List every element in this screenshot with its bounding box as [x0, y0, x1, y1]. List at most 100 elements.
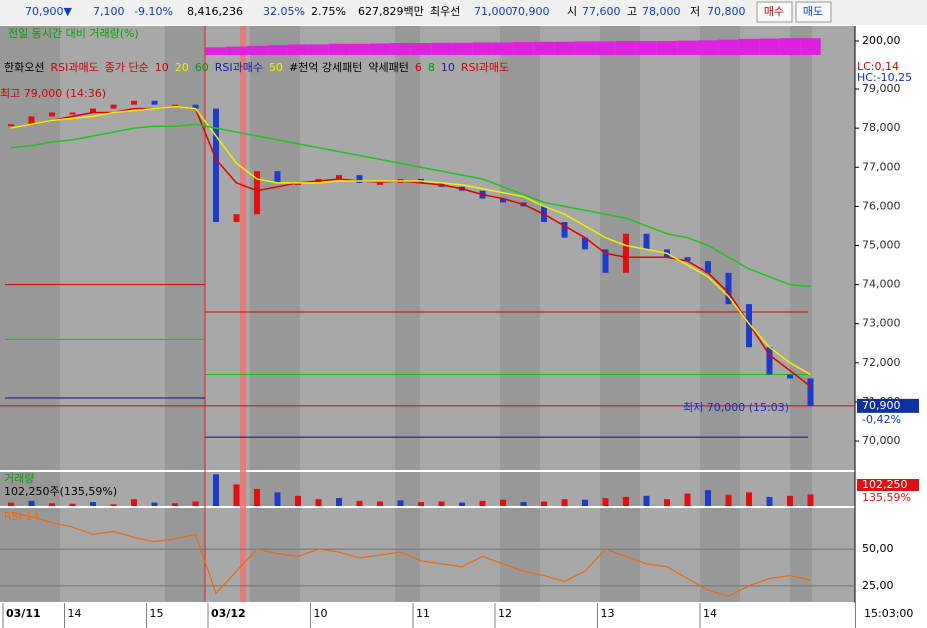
- volume-bar: [459, 502, 465, 506]
- candle: [254, 171, 260, 215]
- y-tick-label: 74,000: [862, 278, 901, 291]
- ratio-bar: [615, 40, 637, 55]
- session-band: [165, 508, 205, 602]
- candle: [8, 124, 14, 127]
- candle: [131, 100, 137, 105]
- candle: [295, 182, 301, 185]
- volume-bar: [787, 495, 793, 506]
- session-band: [250, 55, 300, 470]
- legend-item: 10: [441, 61, 455, 74]
- ratio-bar: [390, 43, 411, 55]
- y-tick-label: 50,00: [862, 542, 894, 555]
- ratio-bar: [574, 41, 596, 55]
- last-tag: [857, 479, 919, 491]
- volume-bar: [397, 500, 404, 506]
- volume-bar: [49, 503, 55, 506]
- panel-subtitle: 102,250주(135,59%): [4, 485, 117, 498]
- amount: 627,829백만: [358, 5, 424, 18]
- ratio: 2.75%: [311, 5, 346, 18]
- candle: [151, 100, 158, 105]
- price-tag-label: 70,900: [862, 399, 901, 412]
- ratio-bar: [472, 42, 493, 55]
- legend-item: 종가 단순: [105, 61, 149, 74]
- ratio-bar: [246, 45, 268, 55]
- time-label: 15:03:00: [864, 607, 913, 620]
- volume: 8,416,236: [187, 5, 243, 18]
- candle: [69, 112, 76, 115]
- y-tick-label: 78,000: [862, 121, 901, 134]
- legend-item: RSI과매수: [215, 61, 263, 74]
- session-band: [500, 508, 540, 602]
- change: 7,100: [93, 5, 125, 18]
- sell-button[interactable]: [795, 1, 832, 23]
- panel-title: RSI 14: [4, 510, 39, 523]
- legend-item: 50: [269, 61, 283, 74]
- volume-bar: [192, 501, 199, 506]
- ratio-bar: [492, 42, 514, 55]
- hc-label: HC:-10,25: [857, 71, 912, 84]
- last-label: 102,250: [862, 478, 908, 491]
- candle: [684, 257, 691, 262]
- ratio-bar: [595, 41, 616, 55]
- x-tick-label: 11: [416, 607, 430, 620]
- ratio-bar: [205, 47, 227, 55]
- volume-bar: [684, 493, 691, 506]
- candle: [274, 171, 281, 183]
- rsi-line: [10, 511, 811, 597]
- session-band: [790, 55, 812, 470]
- volume-bar: [705, 490, 711, 506]
- candle: [725, 272, 732, 305]
- candle: [746, 304, 752, 348]
- price-change: -0,42%: [862, 413, 901, 426]
- session-band: [165, 472, 205, 506]
- x-tick-label: 14: [703, 607, 717, 620]
- best-label: 최우선: [430, 5, 460, 18]
- candle: [192, 104, 199, 109]
- open-label: 시: [567, 5, 577, 18]
- ratio-bar: [533, 41, 555, 55]
- session-band: [790, 472, 812, 506]
- candle: [623, 233, 629, 273]
- ratio-bar: [328, 43, 350, 55]
- right-axis: [855, 26, 927, 603]
- session-band: [395, 55, 420, 470]
- buy-button[interactable]: [756, 1, 793, 23]
- candle: [643, 233, 650, 250]
- legend-item: RSI과매도: [461, 61, 509, 74]
- volume-bar: [254, 489, 260, 506]
- ratio-bar: [226, 46, 247, 55]
- y-tick-label: 70,000: [862, 434, 901, 447]
- buy-label[interactable]: 매수: [764, 5, 784, 18]
- volume-bar: [418, 502, 424, 506]
- volume-bar: [90, 502, 96, 506]
- sell-label[interactable]: 매도: [803, 5, 823, 18]
- session-band: [0, 472, 60, 506]
- ratio-bar: [738, 38, 760, 55]
- x-tick-label: 13: [601, 607, 615, 620]
- candle: [807, 378, 814, 406]
- y-tick-label: 77,000: [862, 160, 901, 173]
- ratio-bar: [636, 40, 657, 55]
- candle: [233, 214, 240, 223]
- ratio-bar: [410, 43, 432, 55]
- ratio-bar: [349, 43, 370, 55]
- ratio-bar: [308, 44, 329, 55]
- volume-bar: [807, 494, 814, 506]
- volume-bar: [356, 500, 363, 506]
- ratio-bar: [779, 38, 801, 55]
- best-ask: 71,000: [474, 5, 513, 18]
- ma-line: [10, 105, 811, 376]
- x-tick-label: 15: [150, 607, 164, 620]
- volume-bar: [28, 500, 35, 506]
- panel-title: 전일 동시간 대비 거래량(%): [8, 26, 139, 40]
- candle: [766, 347, 773, 375]
- low: 70,800: [707, 5, 746, 18]
- ratio-bar: [677, 40, 698, 55]
- ratio-bar: [431, 42, 452, 55]
- volume-bar: [725, 494, 732, 506]
- candle: [561, 222, 568, 238]
- legend-item: #천억 강세패턴: [289, 60, 362, 74]
- candle: [377, 182, 383, 185]
- y-tick-label: 200,00: [862, 34, 901, 47]
- ratio-bar: [800, 38, 821, 55]
